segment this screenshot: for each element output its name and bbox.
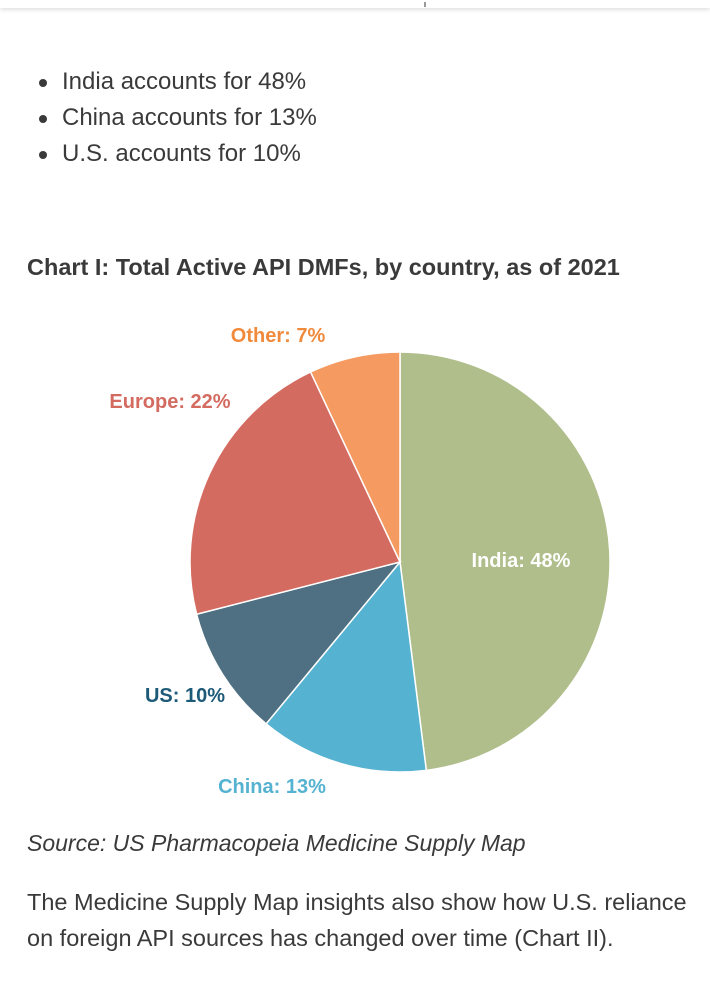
pie-chart: India: 48% China: 13% US: 10% Europe: 22% Ot… bbox=[109, 325, 611, 798]
bullet-list: India accounts for 48% China accounts fo… bbox=[0, 64, 317, 172]
pie-label-other: Other: 7% bbox=[231, 325, 326, 347]
top-bar bbox=[0, 0, 710, 8]
pie-slice-us bbox=[195, 560, 403, 725]
pie-slice-other bbox=[309, 351, 401, 563]
pie-label-india: India: 48% bbox=[472, 550, 571, 572]
bullet-us: U.S. accounts for 10% bbox=[39, 136, 317, 172]
bullet-india: India accounts for 48% bbox=[39, 64, 317, 100]
body-paragraph: The Medicine Supply Map insights also sh… bbox=[27, 889, 687, 951]
chart-source: Source: US Pharmacopeia Medicine Supply … bbox=[27, 830, 526, 856]
pie-label-europe: Europe: 22% bbox=[109, 391, 230, 413]
chart-title: Chart I: Total Active API DMFs, by count… bbox=[27, 254, 620, 280]
pie-slice-india bbox=[399, 351, 611, 772]
pie-label-china: China: 13% bbox=[218, 776, 326, 798]
pie-label-us: US: 10% bbox=[145, 685, 225, 707]
pie-slice-europe bbox=[189, 370, 402, 616]
pie-slice-china bbox=[265, 560, 428, 773]
scroll-tick bbox=[424, 2, 426, 7]
bullet-china: China accounts for 13% bbox=[39, 100, 317, 136]
